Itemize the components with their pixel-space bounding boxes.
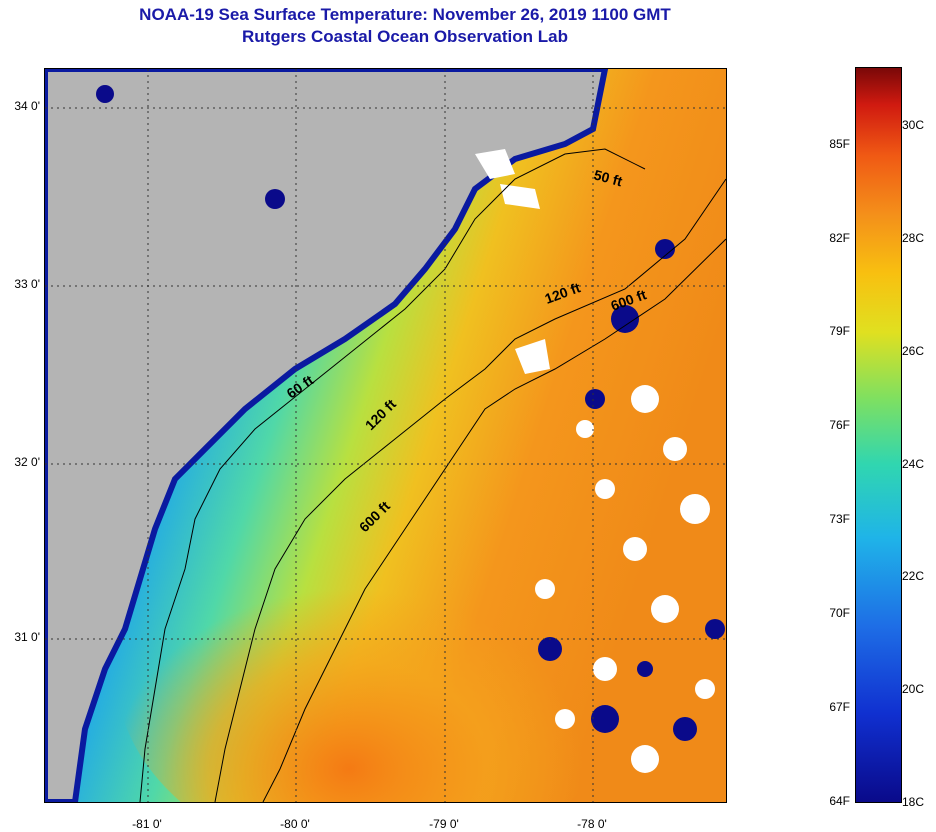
colorbar-f-label: 76F	[829, 418, 850, 432]
land-mass	[45, 69, 609, 802]
colorbar-c-label: 18C	[902, 795, 925, 809]
colorbar-f-label: 82F	[829, 231, 850, 245]
colorbar-f-label: 79F	[829, 324, 850, 338]
colorbar-f-label: 73F	[829, 512, 850, 526]
cold-patches	[96, 85, 725, 741]
colorbar-f-label: 64F	[829, 794, 850, 808]
lon-label: -80 0'	[280, 817, 310, 831]
colorbar-f-label: 85F	[829, 137, 850, 151]
colorbar-c-label: 24C	[902, 457, 925, 471]
contour-600ft	[262, 238, 726, 802]
sst-map-graphic: 50 ft 120 ft 600 ft 60 ft 120 ft 600 ft	[45, 69, 726, 802]
map-title: NOAA-19 Sea Surface Temperature: Novembe…	[139, 5, 671, 24]
cloud-patches	[475, 149, 715, 773]
colorbar-c-label: 26C	[902, 344, 925, 358]
lon-label: -79 0'	[429, 817, 459, 831]
graticule	[45, 69, 726, 802]
colorbar-f-label: 70F	[829, 606, 850, 620]
colorbar-c-label: 22C	[902, 569, 925, 583]
lon-label: -81 0'	[132, 817, 162, 831]
lat-label: 34 0'	[14, 99, 40, 113]
lon-label: -78 0'	[577, 817, 607, 831]
warm-core	[115, 469, 635, 802]
contour-60ft	[139, 148, 646, 802]
colorbar-c-label: 20C	[902, 682, 925, 696]
colorbar-c-label: 30C	[902, 118, 925, 132]
sst-map: 50 ft 120 ft 600 ft 60 ft 120 ft 600 ft	[44, 68, 727, 803]
colorbar-c-label: 28C	[902, 231, 925, 245]
lat-label: 31 0'	[14, 630, 40, 644]
contour-label: 50 ft	[592, 166, 624, 189]
lat-label: 32 0'	[14, 455, 40, 469]
map-subtitle: Rutgers Coastal Ocean Observation Lab	[242, 27, 568, 46]
temperature-colorbar	[855, 67, 902, 803]
contour-120ft	[214, 178, 726, 802]
colorbar-f-label: 67F	[829, 700, 850, 714]
lat-label: 33 0'	[14, 277, 40, 291]
